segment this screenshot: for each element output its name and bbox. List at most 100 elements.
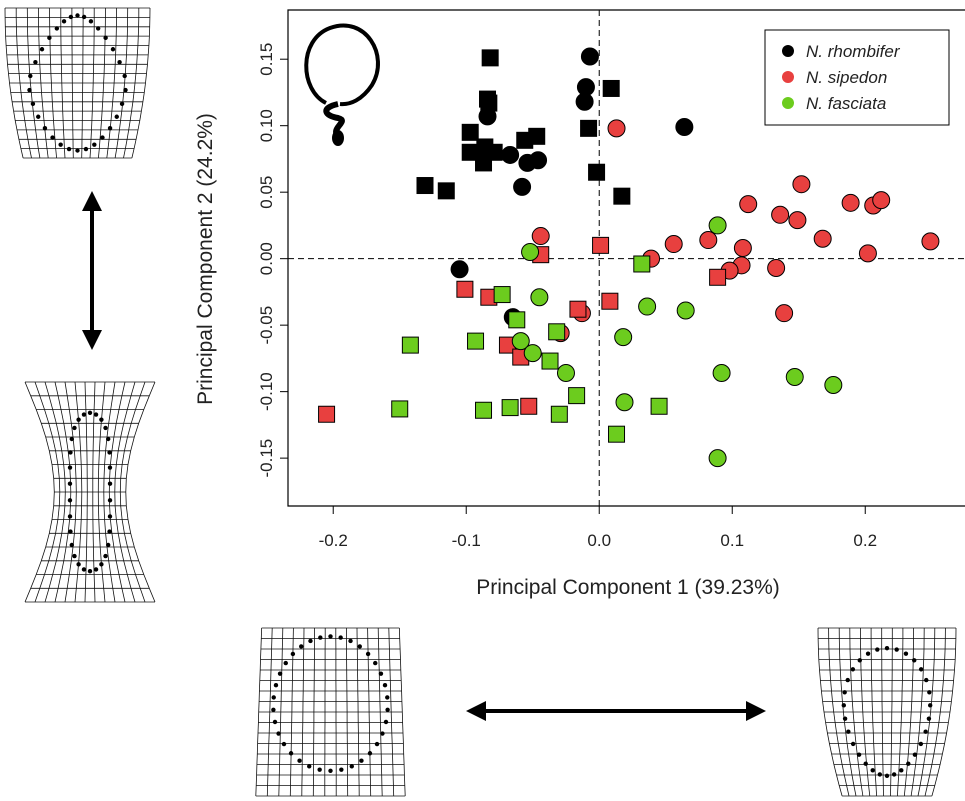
landmark	[58, 142, 63, 147]
landmark	[317, 767, 322, 772]
landmark	[61, 19, 67, 24]
point-circle	[607, 119, 626, 138]
point-circle	[676, 301, 695, 320]
point-circle	[529, 151, 548, 170]
landmark	[365, 651, 371, 657]
plot-frame	[287, 9, 965, 507]
grid-line	[123, 8, 140, 159]
series	[391, 216, 843, 468]
landmark	[83, 146, 89, 152]
landmark	[93, 412, 99, 417]
grid-line	[24, 381, 55, 603]
landmark	[67, 481, 73, 486]
legend: N. rhombifer N. sipedon N. fasciata	[764, 29, 950, 126]
landmark	[69, 436, 74, 442]
point-circle	[664, 235, 683, 254]
grid-line	[131, 7, 151, 159]
point-square	[401, 336, 419, 354]
point-circle	[792, 175, 811, 194]
landmark	[928, 703, 933, 708]
landmark	[863, 761, 868, 766]
landmark	[107, 450, 112, 455]
landmark	[845, 677, 850, 683]
landmark	[906, 761, 911, 766]
point-circle	[708, 216, 727, 235]
landmark	[75, 148, 80, 153]
landmark	[349, 764, 354, 769]
landmark	[69, 542, 74, 548]
snake-icon	[304, 23, 380, 146]
point-circle	[699, 231, 718, 250]
grid-line	[81, 8, 84, 159]
landmark	[273, 683, 279, 688]
grid-line	[106, 8, 117, 159]
point-square	[508, 311, 526, 329]
landmark	[383, 719, 389, 725]
grid-line	[38, 8, 49, 159]
point-circle	[712, 364, 731, 383]
x-tick-label: -0.2	[319, 531, 348, 550]
landmark	[318, 635, 323, 640]
x-tick-label: -0.1	[452, 531, 481, 550]
landmark	[68, 14, 74, 20]
landmark	[894, 647, 899, 652]
landmark	[357, 644, 362, 649]
landmark	[81, 412, 87, 417]
landmark	[110, 47, 116, 52]
landmark	[66, 146, 72, 152]
y-tick-label: 0.15	[257, 43, 276, 76]
grid-line	[897, 628, 904, 797]
landmark	[359, 758, 364, 763]
landmark	[912, 752, 918, 757]
landmark	[923, 729, 928, 734]
point-square	[480, 94, 498, 112]
landmark	[850, 667, 856, 672]
point-square	[650, 397, 668, 415]
grid-line	[119, 381, 146, 603]
point-square	[456, 280, 474, 298]
landmark	[912, 658, 917, 663]
landmark	[99, 562, 104, 567]
grid-line	[917, 627, 936, 797]
grid-line	[910, 627, 925, 797]
deformation-grid	[4, 7, 151, 159]
point-square	[548, 323, 566, 341]
landmark	[67, 498, 73, 503]
point-circle	[638, 297, 657, 316]
grid-line	[903, 628, 914, 797]
legend-label: N. rhombifer	[806, 42, 901, 61]
point-square	[550, 405, 568, 423]
landmark	[99, 417, 104, 422]
grid-line	[98, 8, 106, 159]
landmark	[926, 716, 932, 721]
point-square	[416, 177, 434, 195]
landmark	[100, 135, 105, 140]
point-circle	[733, 239, 752, 258]
grid-line	[301, 627, 305, 797]
x-tick-label: 0.1	[720, 531, 744, 550]
point-circle	[739, 195, 758, 214]
grid-line	[44, 381, 66, 603]
landmark	[884, 645, 890, 651]
landmark	[33, 59, 38, 65]
landmark	[76, 417, 81, 422]
grid-line	[4, 7, 24, 159]
landmark	[106, 436, 111, 442]
landmark	[123, 87, 128, 93]
legend-label: N. fasciata	[806, 94, 886, 113]
landmark	[107, 514, 113, 519]
landmark	[67, 465, 73, 470]
landmark	[307, 764, 312, 769]
landmark	[81, 14, 87, 20]
point-square	[709, 268, 727, 286]
point-square	[493, 286, 511, 304]
landmark	[54, 26, 60, 31]
landmark	[92, 142, 97, 147]
landmark	[122, 73, 127, 79]
legend-marker	[782, 97, 794, 109]
point-circle	[615, 393, 634, 412]
landmark	[328, 768, 333, 773]
point-circle	[788, 211, 807, 230]
landmark	[877, 772, 883, 777]
grid-line	[49, 8, 57, 159]
